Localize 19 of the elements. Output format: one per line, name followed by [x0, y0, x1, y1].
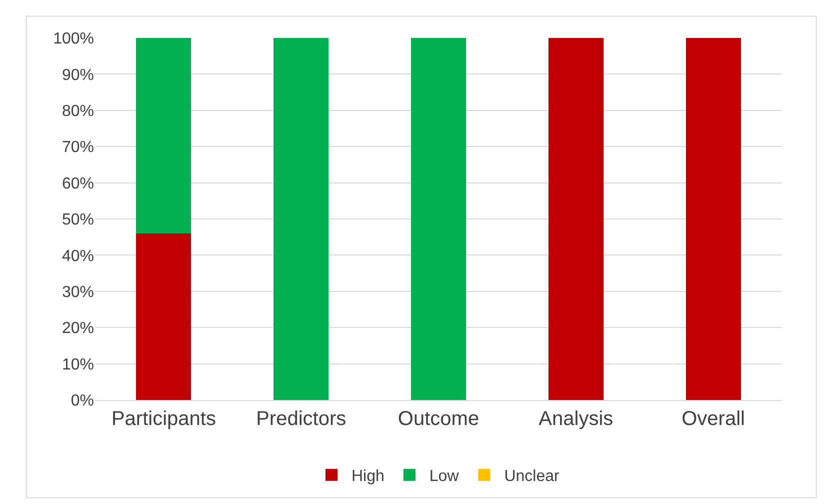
y-tick-label: 70%: [62, 139, 94, 156]
y-tick-label: 30%: [62, 284, 94, 301]
x-tick-label: Overall: [682, 408, 745, 430]
y-tick-label: 50%: [62, 212, 94, 229]
legend-label: Unclear: [504, 468, 560, 486]
y-tick-label: 20%: [62, 320, 94, 338]
x-tick-label: Predictors: [256, 408, 346, 430]
legend-label: Low: [429, 468, 460, 486]
y-tick-label: 60%: [62, 175, 94, 192]
y-tick-label: 10%: [62, 356, 94, 374]
x-tick-label: Participants: [111, 408, 216, 430]
y-tick-label: 40%: [62, 248, 94, 265]
x-tick-label: Analysis: [538, 408, 614, 430]
y-tick-label: 80%: [62, 103, 94, 120]
x-tick-label: Outcome: [398, 408, 480, 430]
legend-label: High: [352, 468, 384, 486]
y-tick-label: 90%: [62, 66, 94, 84]
y-tick-label: 0%: [70, 392, 94, 410]
y-tick-label: 100%: [53, 30, 94, 48]
